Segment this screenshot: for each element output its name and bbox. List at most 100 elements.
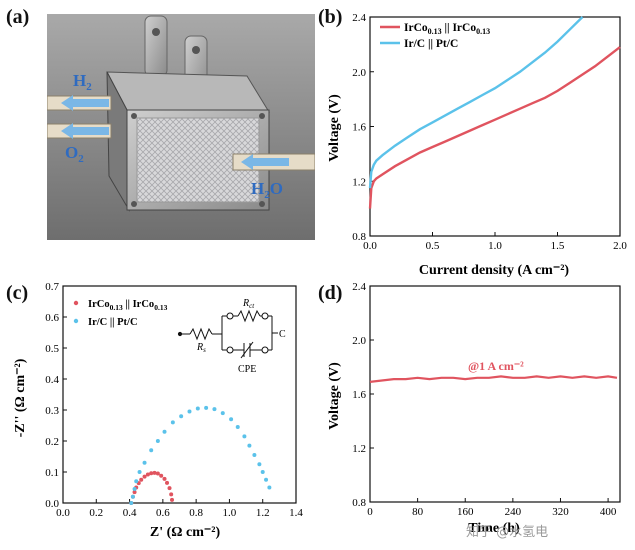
x-tick-label: 1.5: [551, 240, 565, 252]
data-point: [142, 474, 147, 479]
o2-label: O2: [65, 143, 84, 165]
legend-label-irc: Ir/C || Pt/C: [404, 38, 458, 50]
tab-hole-right: [192, 46, 200, 54]
circuit-terminal-left: [177, 331, 183, 337]
bolt-icon: [131, 113, 137, 119]
data-point: [167, 486, 172, 491]
x-tick-label: 0.0: [363, 240, 377, 252]
y-tick-label: 0.4: [45, 374, 59, 386]
y-tick-label: 1.2: [352, 443, 366, 455]
legend-label-ircoco-c: IrCo0.13 || IrCo0.13: [88, 299, 168, 312]
chart-c-xlabel: Z' (Ω cm⁻²): [150, 525, 221, 540]
data-point: [204, 405, 209, 410]
y-tick-label: 0.8: [352, 497, 366, 509]
data-point: [229, 417, 234, 422]
y-tick-label: 0.0: [45, 498, 59, 510]
x-tick-label: 0.4: [123, 507, 137, 519]
data-point: [247, 443, 252, 448]
o2-arrow-icon: [61, 123, 109, 139]
x-tick-label: 0.0: [56, 507, 70, 519]
chart-b-xlabel: Current density (A cm⁻²): [419, 263, 569, 278]
data-point: [137, 470, 142, 474]
data-point: [130, 494, 135, 499]
x-tick-label: 0.6: [156, 507, 170, 519]
data-point: [170, 497, 175, 502]
bolt-icon: [131, 201, 137, 207]
data-point: [212, 407, 217, 412]
electrolyzer-photo-drawing: H2 O2 H2O: [47, 14, 315, 240]
chart-d-plot: 0 80 160 240 320 400 0.8 1.2 1.6 2.0 2.4: [352, 281, 621, 518]
data-point: [220, 411, 225, 416]
electrolyzer-photo: H2 O2 H2O: [47, 14, 315, 240]
data-point: [257, 462, 262, 467]
data-point: [139, 477, 144, 482]
x-tick-label: 160: [457, 506, 474, 518]
resistor-rct-icon: [237, 309, 261, 323]
data-point: [149, 448, 154, 453]
y-tick-label: 1.2: [352, 176, 366, 188]
h2-arrow-icon: [61, 95, 109, 111]
legend-label-irc-c: Ir/C || Pt/C: [88, 317, 138, 328]
chart-d-ylabel: Voltage (V): [327, 362, 342, 430]
y-tick-label: 0.8: [352, 231, 366, 243]
y-tick-label: 2.4: [352, 281, 366, 293]
chart-d-annotation: @1 A cm⁻²: [468, 359, 524, 373]
data-point: [155, 471, 160, 476]
h2o-arrow-icon: [241, 154, 289, 170]
data-point: [252, 452, 257, 457]
panel-label-a: (a): [6, 6, 30, 28]
h2o-label: H2O: [251, 179, 283, 201]
data-point: [170, 420, 175, 425]
data-point: [235, 425, 240, 430]
x-tick-label: 1.2: [256, 507, 270, 519]
y-tick-label: 2.0: [352, 67, 366, 79]
y-tick-label: 0.7: [45, 281, 59, 293]
data-point: [134, 479, 139, 484]
chart-d-xlabel: Time (h): [468, 521, 520, 536]
data-point: [142, 460, 147, 465]
data-point: [260, 470, 265, 474]
x-tick-label: 0: [367, 506, 373, 518]
data-point: [195, 406, 200, 411]
y-tick-label: 1.6: [352, 389, 366, 401]
y-tick-label: 1.6: [352, 122, 366, 134]
chart-c-frame: [62, 285, 297, 504]
bolt-icon: [259, 113, 265, 119]
y-tick-label: 0.5: [45, 343, 59, 355]
data-point: [267, 485, 272, 490]
y-tick-label: 2.4: [352, 12, 366, 24]
data-point: [159, 473, 164, 478]
chart-b-plot: 0.0 0.5 1.0 1.5 2.0 0.8 1.2 1.6 2.0 2.4: [352, 12, 627, 252]
legend-label-ircoco: IrCo0.13 || IrCo0.13: [404, 22, 490, 36]
data-point: [169, 492, 174, 497]
y-tick-label: 0.1: [45, 467, 59, 479]
x-tick-label: 0.5: [426, 240, 440, 252]
data-point: [152, 470, 157, 475]
tab-hole-left: [152, 28, 160, 36]
chart-c-plot: 0.0 0.2 0.4 0.6 0.8 1.0 1.2 1.4 0.0 0.1 0.2 0.3 0.4 0…: [45, 281, 303, 519]
bolt-icon: [259, 201, 265, 207]
legend-marker-ircoco: [73, 300, 79, 306]
data-point: [162, 476, 167, 481]
x-tick-label: 0.8: [189, 507, 203, 519]
data-point: [132, 490, 137, 495]
chart-b-ylabel: Voltage (V): [327, 94, 342, 162]
h2-label: H2: [73, 71, 92, 93]
y-tick-label: 0.2: [45, 436, 59, 448]
y-tick-label: 2.0: [352, 335, 366, 347]
x-tick-label: 240: [505, 506, 522, 518]
series-line: [369, 375, 618, 383]
data-point: [162, 429, 167, 434]
equivalent-circuit: [177, 309, 278, 359]
x-tick-label: 1.0: [223, 507, 237, 519]
panel-label-c: (c): [6, 282, 29, 304]
circuit-label-cpe: CPE: [238, 364, 256, 375]
panel-label-d: (d): [318, 282, 343, 304]
data-point: [145, 472, 150, 477]
series-line: [368, 46, 621, 209]
data-point: [149, 471, 154, 476]
chart-c-ylabel: -Z'' (Ω cm⁻²): [13, 358, 28, 437]
y-tick-label: 0.6: [45, 312, 59, 324]
